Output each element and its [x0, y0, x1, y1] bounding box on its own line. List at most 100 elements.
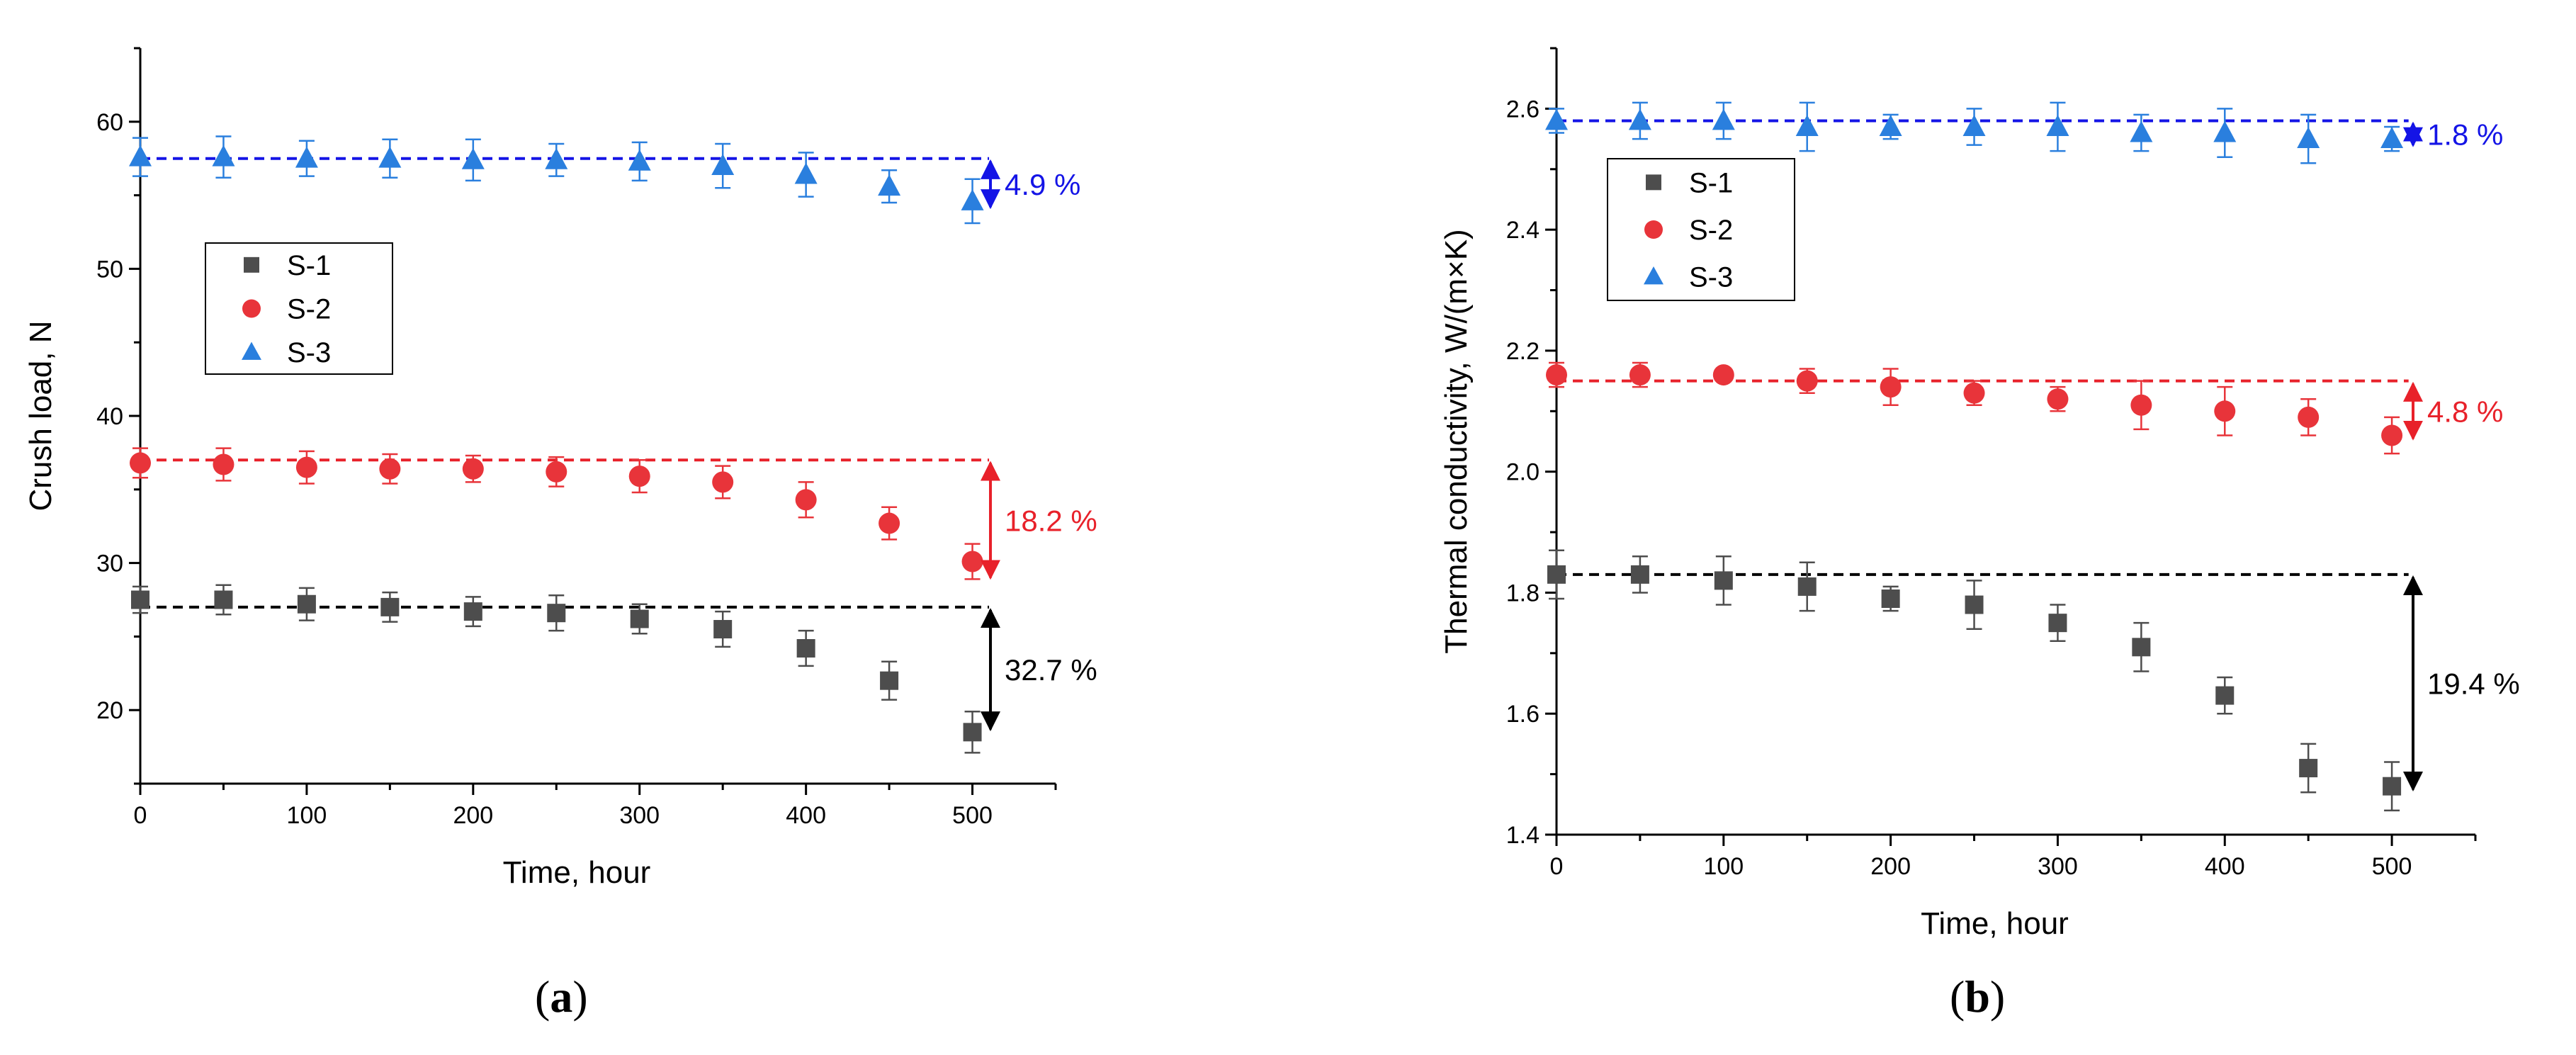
chart-b-x-tick-label: 100	[1703, 853, 1744, 880]
chart-b-legend-marker-S-1	[1646, 174, 1661, 191]
chart-b-S-3-change-label: 1.8 %	[2427, 118, 2503, 152]
chart-a-S-3-point	[295, 146, 318, 168]
chart-a-x-tick-label: 400	[786, 802, 826, 829]
chart-b-x-tick-label: 200	[1870, 853, 1911, 880]
chart-a-S-2-point	[213, 453, 235, 475]
panel-label-a: (a)	[535, 971, 588, 1023]
panel-label-b: (b)	[1950, 971, 2005, 1023]
chart-a-S-2-point	[879, 512, 900, 534]
chart-a-S-1-point	[796, 639, 815, 658]
chart-b-x-tick-label: 0	[1550, 853, 1564, 880]
chart-a-S-3-point	[628, 149, 651, 171]
chart-a-x-tick-label: 300	[619, 802, 660, 829]
chart-b-S-2-point	[1796, 370, 1818, 392]
chart-a-legend-marker-S-2	[242, 299, 261, 318]
chart-b-legend-label-S-3: S-3	[1689, 262, 1733, 293]
chart-b-S-2-point	[1546, 364, 1567, 386]
chart-a-y-axis-title: Crush load, N	[23, 320, 58, 511]
chart-a-S-1-change-label: 32.7 %	[1005, 653, 1097, 687]
chart-b-S-3-point	[2213, 120, 2237, 142]
chart-a-S-3-point	[461, 147, 485, 169]
chart-b-S-2-point	[2214, 400, 2236, 422]
panel-label-a-open: (	[535, 971, 550, 1022]
chart-b-y-tick-label: 2.2	[1506, 338, 1540, 365]
chart-a-S-2-point	[379, 458, 401, 480]
chart-a-S-2-point	[546, 461, 567, 483]
chart-a-S-2-point	[130, 452, 151, 474]
chart-a-S-2-change-label: 18.2 %	[1005, 504, 1097, 537]
chart-a-S-2-point	[961, 551, 983, 572]
chart-a-S-2-point	[462, 458, 484, 480]
chart-a-S-1-point	[713, 620, 733, 639]
panel-label-b-letter: b	[1965, 971, 1990, 1022]
chart-b-S-2-point	[2130, 394, 2152, 416]
chart-b-y-axis-title: Thermal conductivity, W/(m×K)	[1439, 229, 1474, 653]
chart-b-x-tick-label: 500	[2372, 853, 2412, 880]
chart-a-S-3-point	[378, 146, 402, 168]
panel-label-a-close: )	[572, 971, 588, 1022]
chart-a-S-2-point	[295, 456, 317, 478]
chart-b-y-tick-label: 2.6	[1506, 96, 1540, 123]
chart-a-S-1-point	[214, 590, 233, 609]
chart-a-S-3-point	[545, 147, 568, 169]
chart-a-x-tick-label: 200	[453, 802, 493, 829]
chart-b-S-2-point	[1963, 382, 1985, 404]
chart-b-S-2-point	[2381, 424, 2403, 446]
chart-b-legend-marker-S-3	[1644, 266, 1663, 285]
chart-b-S-3-point	[2297, 127, 2320, 149]
chart-a-S-1-point	[630, 609, 649, 628]
chart-a-y-tick-label: 20	[96, 697, 123, 724]
panel-label-a-letter: a	[550, 971, 573, 1022]
chart-a-S-2-point	[712, 471, 734, 493]
chart-b-S-3-point	[2380, 127, 2404, 149]
chart-b-S-3-point	[1712, 108, 1735, 130]
chart-a-x-tick-label: 100	[287, 802, 327, 829]
chart-a-S-1-point	[131, 590, 149, 609]
chart-a-legend-label-S-2: S-2	[287, 294, 331, 325]
chart-a-S-1-point	[463, 602, 482, 621]
chart-b-x-axis-title: Time, hour	[1921, 906, 2069, 941]
panel-label-b-close: )	[1989, 971, 2006, 1022]
chart-b-S-3-point	[1962, 115, 1986, 136]
chart-b-S-1-point	[2132, 638, 2151, 657]
chart-b-S-3-point	[1628, 108, 1651, 130]
chart-a-legend-marker-S-3	[242, 342, 261, 360]
panel-label-b-open: (	[1950, 971, 1965, 1022]
chart-b-S-1-change-label: 19.4 %	[2427, 667, 2520, 701]
chart-b-S-3-point	[2130, 120, 2153, 142]
chart-b-S-3-point	[1795, 115, 1819, 136]
chart-b-S-1-point	[1881, 589, 1900, 608]
chart-b-S-3-point	[2046, 115, 2069, 136]
chart-b-S-2-point	[1629, 364, 1651, 386]
chart-b-S-1-point	[2299, 759, 2318, 778]
chart-b-legend	[1607, 158, 1795, 301]
chart-a-legend-label-S-3: S-3	[287, 337, 331, 368]
chart-b-x-tick-label: 300	[2038, 853, 2078, 880]
chart-a-S-3-point	[212, 145, 235, 167]
chart-a-legend-label-S-1: S-1	[287, 250, 331, 281]
chart-a-S-2-point	[628, 466, 650, 487]
chart-b-S-2-point	[1880, 376, 1902, 398]
chart-b-legend-label-S-2: S-2	[1689, 215, 1733, 246]
chart-b-S-1-point	[2383, 777, 2402, 796]
chart-a-S-3-point	[878, 174, 901, 196]
chart-b-x-tick-label: 400	[2205, 853, 2245, 880]
chart-a-S-1-point	[547, 604, 566, 623]
chart-b-S-1-point	[1797, 577, 1817, 596]
chart-b-S-2-point	[2047, 388, 2069, 410]
chart-a-x-axis-title: Time, hour	[503, 855, 651, 890]
chart-b-S-2-change-label: 4.8 %	[2427, 395, 2503, 428]
chart-b-S-1-point	[1965, 595, 1984, 614]
chart-a-S-1-point	[880, 671, 899, 690]
chart-a-x-tick-label: 0	[134, 802, 147, 829]
chart-b-S-1-point	[2215, 686, 2235, 705]
chart-a-S-1-point	[380, 597, 400, 616]
chart-b-legend-label-S-1: S-1	[1689, 167, 1733, 198]
chart-b-legend-marker-S-2	[1644, 220, 1663, 239]
chart-b-S-2-point	[2298, 406, 2320, 428]
chart-a-S-3-point	[961, 188, 984, 210]
chart-a-S-3-point	[711, 154, 735, 176]
chart-a-S-1-point	[297, 594, 316, 614]
chart-a-x-tick-label: 500	[952, 802, 993, 829]
